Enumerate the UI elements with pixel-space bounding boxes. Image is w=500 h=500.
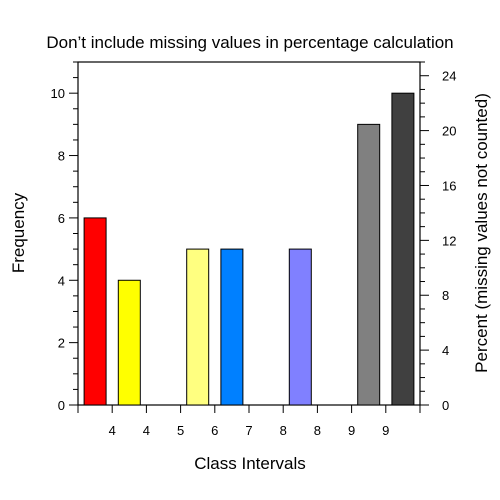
x-tick-label: 4 <box>109 423 116 438</box>
y-tick-label: 6 <box>58 211 65 226</box>
x-axis-label: Class Intervals <box>194 454 305 473</box>
y-tick-label: 2 <box>58 336 65 351</box>
y2-tick-label: 8 <box>442 288 449 303</box>
y-tick-label: 8 <box>58 149 65 164</box>
y2-tick-label: 4 <box>442 343 449 358</box>
chart-title: Don’t include missing values in percenta… <box>46 33 453 52</box>
y2-tick-label: 20 <box>442 124 456 139</box>
bar <box>186 248 210 406</box>
bar <box>220 248 244 406</box>
x-tick-label: 6 <box>211 423 218 438</box>
y-tick-label: 4 <box>58 273 65 288</box>
bar <box>83 217 107 406</box>
y2-tick-label: 12 <box>442 233 456 248</box>
y2-axis-label: Percent (missing values not counted) <box>472 93 491 373</box>
bar <box>357 123 381 406</box>
bar <box>391 92 415 406</box>
x-tick-label: 4 <box>143 423 150 438</box>
bar <box>288 248 312 406</box>
x-tick-label: 5 <box>177 423 184 438</box>
y2-tick-label: 16 <box>442 178 456 193</box>
x-tick-label: 7 <box>245 423 252 438</box>
bar <box>117 279 141 406</box>
y-axis-label: Frequency <box>9 192 28 273</box>
y2-tick-label: 0 <box>442 398 449 413</box>
bars-layer <box>83 92 415 406</box>
y-tick-label: 10 <box>51 86 65 101</box>
x-tick-label: 8 <box>280 423 287 438</box>
x-tick-label: 9 <box>348 423 355 438</box>
y2-tick-label: 24 <box>442 69 456 84</box>
x-tick-label: 8 <box>314 423 321 438</box>
y-tick-label: 0 <box>58 398 65 413</box>
x-tick-label: 9 <box>382 423 389 438</box>
